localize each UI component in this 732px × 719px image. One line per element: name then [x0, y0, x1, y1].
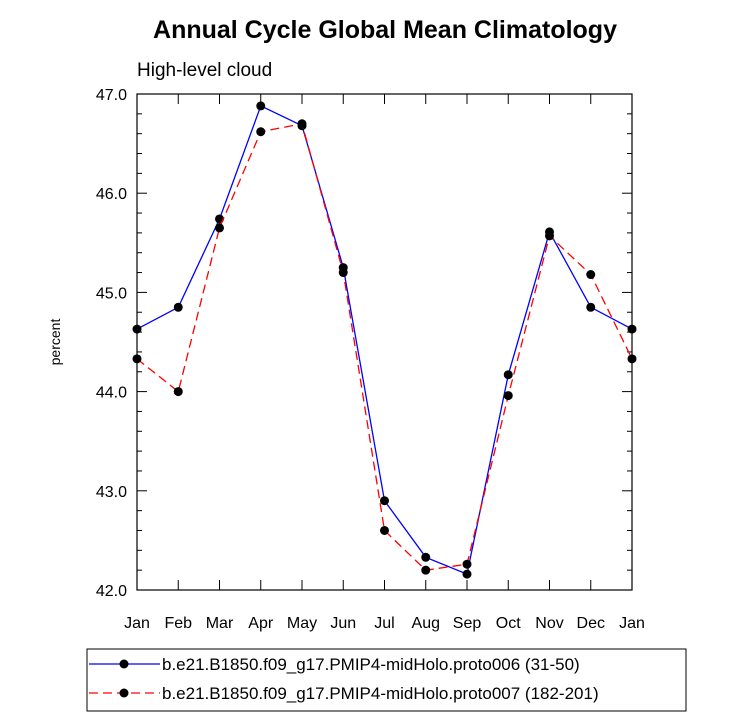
data-point: [627, 354, 637, 364]
data-point: [132, 324, 142, 334]
data-point: [173, 302, 183, 312]
data-point: [503, 370, 513, 380]
data-point: [380, 496, 389, 506]
y-tick-label: 44.0: [96, 385, 127, 402]
y-tick-label: 46.0: [96, 186, 127, 203]
legend-box: [86, 648, 687, 712]
data-point: [256, 101, 266, 111]
data-point: [462, 559, 472, 569]
x-tick-label: Jan: [124, 615, 150, 632]
legend-label: b.e21.B1850.f09_g17.PMIP4-midHolo.proto0…: [162, 655, 580, 674]
x-tick-label: Dec: [577, 615, 605, 632]
data-point: [297, 119, 307, 129]
y-axis-label: percent: [47, 319, 63, 366]
data-point: [586, 302, 596, 312]
chart-title: Annual Cycle Global Mean Climatology: [153, 16, 617, 44]
series-1: [132, 101, 637, 579]
data-point: [338, 268, 348, 278]
x-tick-label: Oct: [496, 615, 521, 632]
data-point: [421, 565, 431, 575]
legend: b.e21.B1850.f09_g17.PMIP4-midHolo.proto0…: [89, 655, 599, 703]
data-point: [215, 223, 224, 233]
legend-label: b.e21.B1850.f09_g17.PMIP4-midHolo.proto0…: [162, 684, 599, 703]
plot-frame: [136, 93, 633, 591]
x-tick-label: Jun: [330, 615, 356, 632]
y-tick-label: 45.0: [96, 285, 127, 302]
x-tick-label: Feb: [164, 615, 192, 632]
series-layer: [132, 101, 637, 579]
x-tick-label: Mar: [206, 615, 234, 632]
x-tick-label: Jul: [374, 615, 394, 632]
data-point: [256, 127, 266, 137]
data-point: [421, 552, 431, 562]
series-2: [132, 119, 637, 575]
data-point: [132, 354, 142, 364]
data-point: [380, 525, 389, 535]
legend-marker: [119, 659, 129, 669]
data-point: [586, 270, 596, 280]
x-tick-label: Nov: [535, 615, 563, 632]
data-point: [545, 231, 554, 241]
data-point: [462, 569, 472, 579]
y-tick-label: 42.0: [96, 583, 127, 600]
y-tick-label: 47.0: [96, 87, 127, 104]
x-tick-label: Aug: [412, 615, 440, 632]
x-tick-label: Jan: [619, 615, 645, 632]
x-tick-label: May: [287, 615, 317, 632]
x-tick-label: Apr: [248, 615, 274, 632]
data-point: [173, 387, 183, 397]
legend-marker: [119, 688, 129, 698]
y-tick-label: 43.0: [96, 484, 127, 501]
axis-ticks: Jan Feb Mar Apr May Jun Jul Aug Sep Oct Nov Dec Jan 4…: [96, 87, 645, 632]
data-point: [627, 324, 637, 334]
data-point: [503, 391, 513, 401]
x-tick-label: Sep: [453, 615, 482, 632]
chart-subtitle: High-level cloud: [137, 60, 272, 81]
